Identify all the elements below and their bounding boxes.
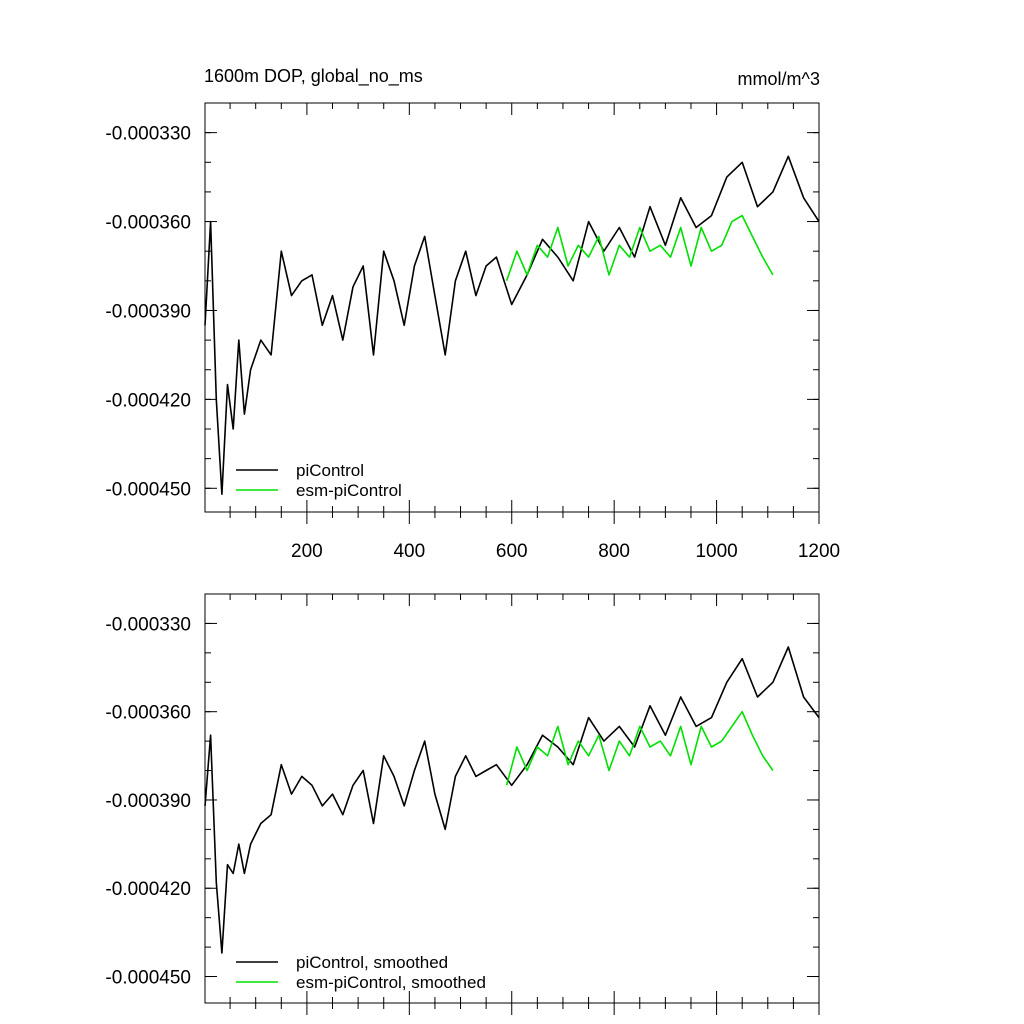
chart-2: -0.000330 -0.000360 -0.000390 -0.000420 -0.0…: [105, 593, 820, 1015]
y-tick-label: -0.000390: [105, 791, 191, 812]
x-tick-label: 200: [291, 541, 323, 562]
y-tick-label: -0.000360: [105, 213, 191, 234]
x-tick-label: 600: [496, 541, 528, 562]
series-line-1: [204, 646, 820, 954]
legend-label: esm-piControl: [296, 481, 402, 500]
x-tick-label: 400: [393, 541, 425, 562]
y-tick-label: -0.000330: [105, 124, 191, 145]
y-tick-label: -0.000390: [105, 301, 191, 322]
series-line-2: [505, 214, 774, 282]
units-label: mmol/m^3: [738, 69, 820, 89]
x-tick-label: 1200: [798, 541, 840, 562]
y-tick-label: -0.000330: [105, 614, 191, 635]
chart-title: 1600m DOP, global_no_ms: [204, 66, 423, 87]
y-tick-label: -0.000420: [105, 390, 191, 411]
legend-label: piControl, smoothed: [296, 953, 448, 972]
chart-1: -0.000330 -0.000360 -0.000390 -0.000420 -0.0…: [105, 66, 840, 562]
plot-frame: [204, 593, 820, 1004]
y-tick-label: -0.000450: [105, 479, 191, 500]
series-line-2: [505, 710, 774, 786]
y-tick-label: -0.000450: [105, 968, 191, 989]
legend-label: piControl: [296, 461, 364, 480]
x-tick-label: 800: [598, 541, 630, 562]
y-tick-label: -0.000360: [105, 703, 191, 724]
legend-label: esm-piControl, smoothed: [296, 973, 486, 992]
series-line-1: [204, 155, 820, 496]
plot-frame: [204, 102, 820, 513]
y-tick-label: -0.000420: [105, 879, 191, 900]
x-tick-label: 1000: [695, 541, 737, 562]
